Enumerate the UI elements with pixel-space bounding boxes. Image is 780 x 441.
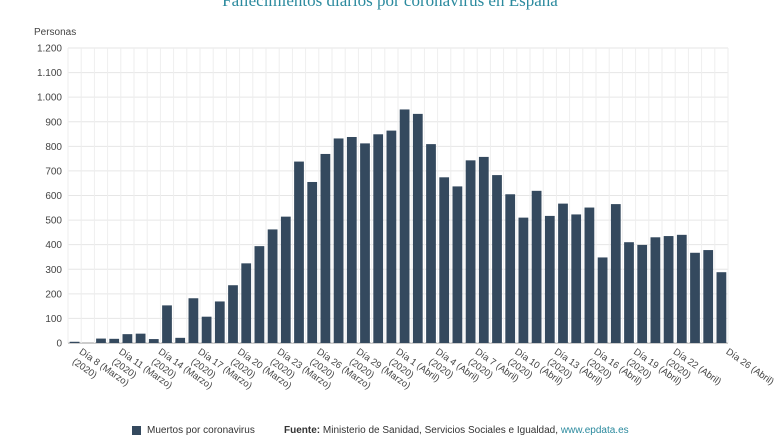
legend-swatch xyxy=(132,426,141,435)
bar xyxy=(571,214,582,343)
bar xyxy=(228,285,238,343)
bar xyxy=(716,272,727,343)
bar xyxy=(320,153,331,343)
bar xyxy=(492,175,502,343)
bar xyxy=(703,250,714,343)
chart-title: Fallecimientos diarios por coronavirus e… xyxy=(222,0,558,10)
y-tick-label: 700 xyxy=(45,166,62,177)
bar xyxy=(426,144,436,343)
bar xyxy=(690,252,700,343)
bar xyxy=(201,316,212,343)
bar xyxy=(386,130,397,343)
bar xyxy=(175,337,186,343)
chart-footer: Muertos por coronavirus Fuente: Minister… xyxy=(0,425,780,441)
bar xyxy=(610,204,621,343)
legend-label: Muertos por coronavirus xyxy=(147,425,255,436)
y-tick-label: 900 xyxy=(45,117,62,128)
bar xyxy=(439,177,450,343)
bar xyxy=(584,207,595,343)
source-link[interactable]: www.epdata.es xyxy=(560,425,629,436)
y-tick-label: 400 xyxy=(45,240,62,251)
bar xyxy=(109,338,120,343)
x-axis-ticks: Día 8 (Marzo)(2020) Día 11 (Marzo)(2020) D… xyxy=(70,346,776,391)
bar xyxy=(294,161,304,343)
bar xyxy=(280,216,291,343)
y-tick-label: 1.000 xyxy=(37,93,62,104)
x-tick-label: Día 4 (Abril)(2020) xyxy=(426,346,481,384)
y-tick-label: 500 xyxy=(45,216,62,227)
bar xyxy=(214,301,225,343)
bar xyxy=(465,160,476,343)
bar xyxy=(360,143,370,343)
bar xyxy=(241,263,252,343)
x-tick-line: Día 26 (Abril) xyxy=(724,346,776,387)
bar xyxy=(624,242,634,343)
bar xyxy=(135,333,146,343)
bar xyxy=(373,134,384,343)
bar xyxy=(597,257,608,343)
source-label: Fuente: xyxy=(284,425,321,436)
bar xyxy=(544,215,555,343)
y-tick-label: 600 xyxy=(45,191,62,202)
bar xyxy=(399,109,410,343)
y-tick-label: 0 xyxy=(56,339,62,350)
legend: Muertos por coronavirus xyxy=(132,425,255,436)
y-tick-label: 300 xyxy=(45,265,62,276)
y-tick-label: 1.100 xyxy=(37,68,62,79)
y-tick-label: 100 xyxy=(45,314,62,325)
bar xyxy=(518,217,529,343)
bar xyxy=(531,190,542,343)
bar xyxy=(267,229,278,343)
bar xyxy=(307,181,318,343)
bar xyxy=(452,186,463,343)
y-tick-label: 1.200 xyxy=(37,44,62,55)
bar xyxy=(333,138,344,343)
chart-bars xyxy=(69,109,727,343)
bar xyxy=(96,338,106,343)
bar xyxy=(188,298,199,343)
bar xyxy=(663,236,674,343)
bar xyxy=(676,234,687,343)
bar xyxy=(254,246,265,343)
bar xyxy=(148,339,159,343)
x-tick-label: Día 1 (Abril)(2020) xyxy=(387,346,442,384)
bar xyxy=(650,237,661,343)
bar xyxy=(558,203,568,343)
y-axis-label: Personas xyxy=(34,27,77,38)
bar xyxy=(478,156,489,343)
y-tick-label: 200 xyxy=(45,289,62,300)
bar xyxy=(346,136,357,343)
y-tick-label: 800 xyxy=(45,142,62,153)
x-tick-label: Día 7 (Abril)(2020) xyxy=(466,346,521,384)
y-axis-ticks: 0 100 200 300 400 500 600 700 800 900 1.000 1.100 1.… xyxy=(37,44,62,350)
source-text: Ministerio de Sanidad, Servicios Sociale… xyxy=(322,425,559,436)
x-tick-label: Día 26 (Abril) xyxy=(724,346,776,387)
bar xyxy=(505,194,516,343)
bar xyxy=(637,244,648,343)
bar xyxy=(412,113,423,343)
bar xyxy=(122,334,133,343)
bar xyxy=(69,341,80,343)
source-note: Fuente: Ministerio de Sanidad, Servicios… xyxy=(284,425,629,436)
bar xyxy=(162,305,172,343)
chart-grid xyxy=(67,47,729,344)
